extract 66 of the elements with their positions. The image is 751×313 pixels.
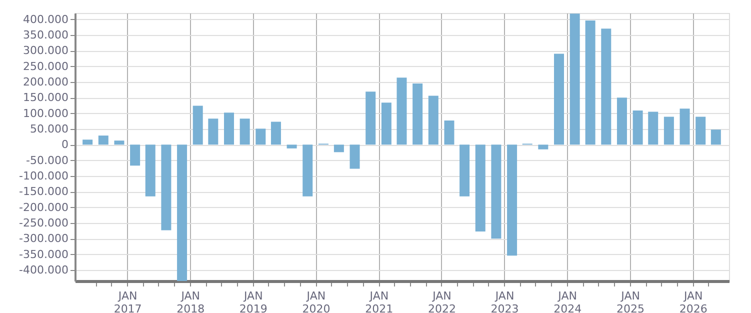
- bar: [570, 14, 580, 145]
- x-tick-label: JAN 2022: [428, 290, 456, 313]
- bar: [192, 106, 203, 145]
- x-tick-label: JAN 2025: [616, 290, 645, 313]
- x-tick-label: JAN 2021: [365, 290, 394, 313]
- bar: [334, 144, 344, 152]
- y-tick-label: 400.000: [23, 12, 68, 26]
- y-tick-label: 0: [62, 138, 68, 152]
- bar: [475, 144, 486, 232]
- bar: [538, 144, 548, 150]
- y-tick-label: 100.000: [23, 106, 68, 120]
- bar: [460, 144, 470, 196]
- bar: [256, 128, 266, 145]
- y-tick-label: 150.000: [23, 91, 68, 104]
- bar: [585, 20, 596, 145]
- x-tick-label: JAN 2017: [114, 290, 142, 313]
- bar: [224, 112, 234, 145]
- bar: [616, 98, 627, 145]
- y-tick-label: -250.000: [19, 216, 68, 230]
- bar: [680, 108, 690, 145]
- bar: [412, 84, 423, 145]
- bar: [98, 136, 108, 145]
- y-tick-label: 300.000: [23, 44, 68, 58]
- y-tick-label: -350.000: [19, 248, 68, 261]
- y-tick-label: 200.000: [23, 75, 68, 88]
- y-tick-label: 250.000: [23, 60, 68, 73]
- x-tick-label: JAN 2024: [554, 290, 582, 313]
- bar: [130, 144, 140, 166]
- bar: [145, 144, 156, 196]
- bar: [82, 140, 93, 145]
- y-tick-label: -50.000: [26, 154, 68, 167]
- bar: [601, 28, 612, 145]
- x-tick-label: JAN 2019: [239, 290, 268, 313]
- y-tick-label: -400.000: [19, 264, 68, 277]
- y-tick-label: 50.000: [30, 122, 68, 136]
- x-tick-label: JAN 2018: [176, 290, 205, 313]
- bar: [648, 112, 658, 145]
- y-tick-label: -200.000: [19, 200, 68, 214]
- bar: [208, 118, 218, 145]
- bar: [554, 54, 564, 145]
- bar: [350, 144, 360, 169]
- bar: [177, 144, 188, 281]
- bar: [428, 96, 438, 145]
- x-tick-label: JAN 2023: [490, 290, 519, 313]
- y-tick-label: -300.000: [19, 232, 68, 246]
- bar: [632, 110, 643, 145]
- bar: [286, 144, 297, 148]
- bar: [381, 102, 392, 145]
- bar: [396, 78, 407, 145]
- x-tick-label: JAN 2020: [302, 290, 330, 313]
- bar: [507, 144, 518, 256]
- bar: [696, 116, 706, 145]
- bar: [270, 122, 281, 145]
- x-tick-label: JAN 2026: [679, 290, 708, 313]
- bar: [302, 144, 313, 196]
- bar: [491, 144, 502, 239]
- bar: [366, 92, 376, 145]
- y-tick-label: 350.000: [23, 28, 68, 42]
- y-tick-label: -100.000: [19, 169, 68, 182]
- bar: [664, 116, 674, 145]
- y-tick-label: -150.000: [19, 185, 68, 198]
- bar: [240, 118, 250, 145]
- bar: [444, 120, 454, 145]
- bar: [114, 140, 124, 145]
- bar: [161, 144, 172, 230]
- bar: [710, 130, 721, 145]
